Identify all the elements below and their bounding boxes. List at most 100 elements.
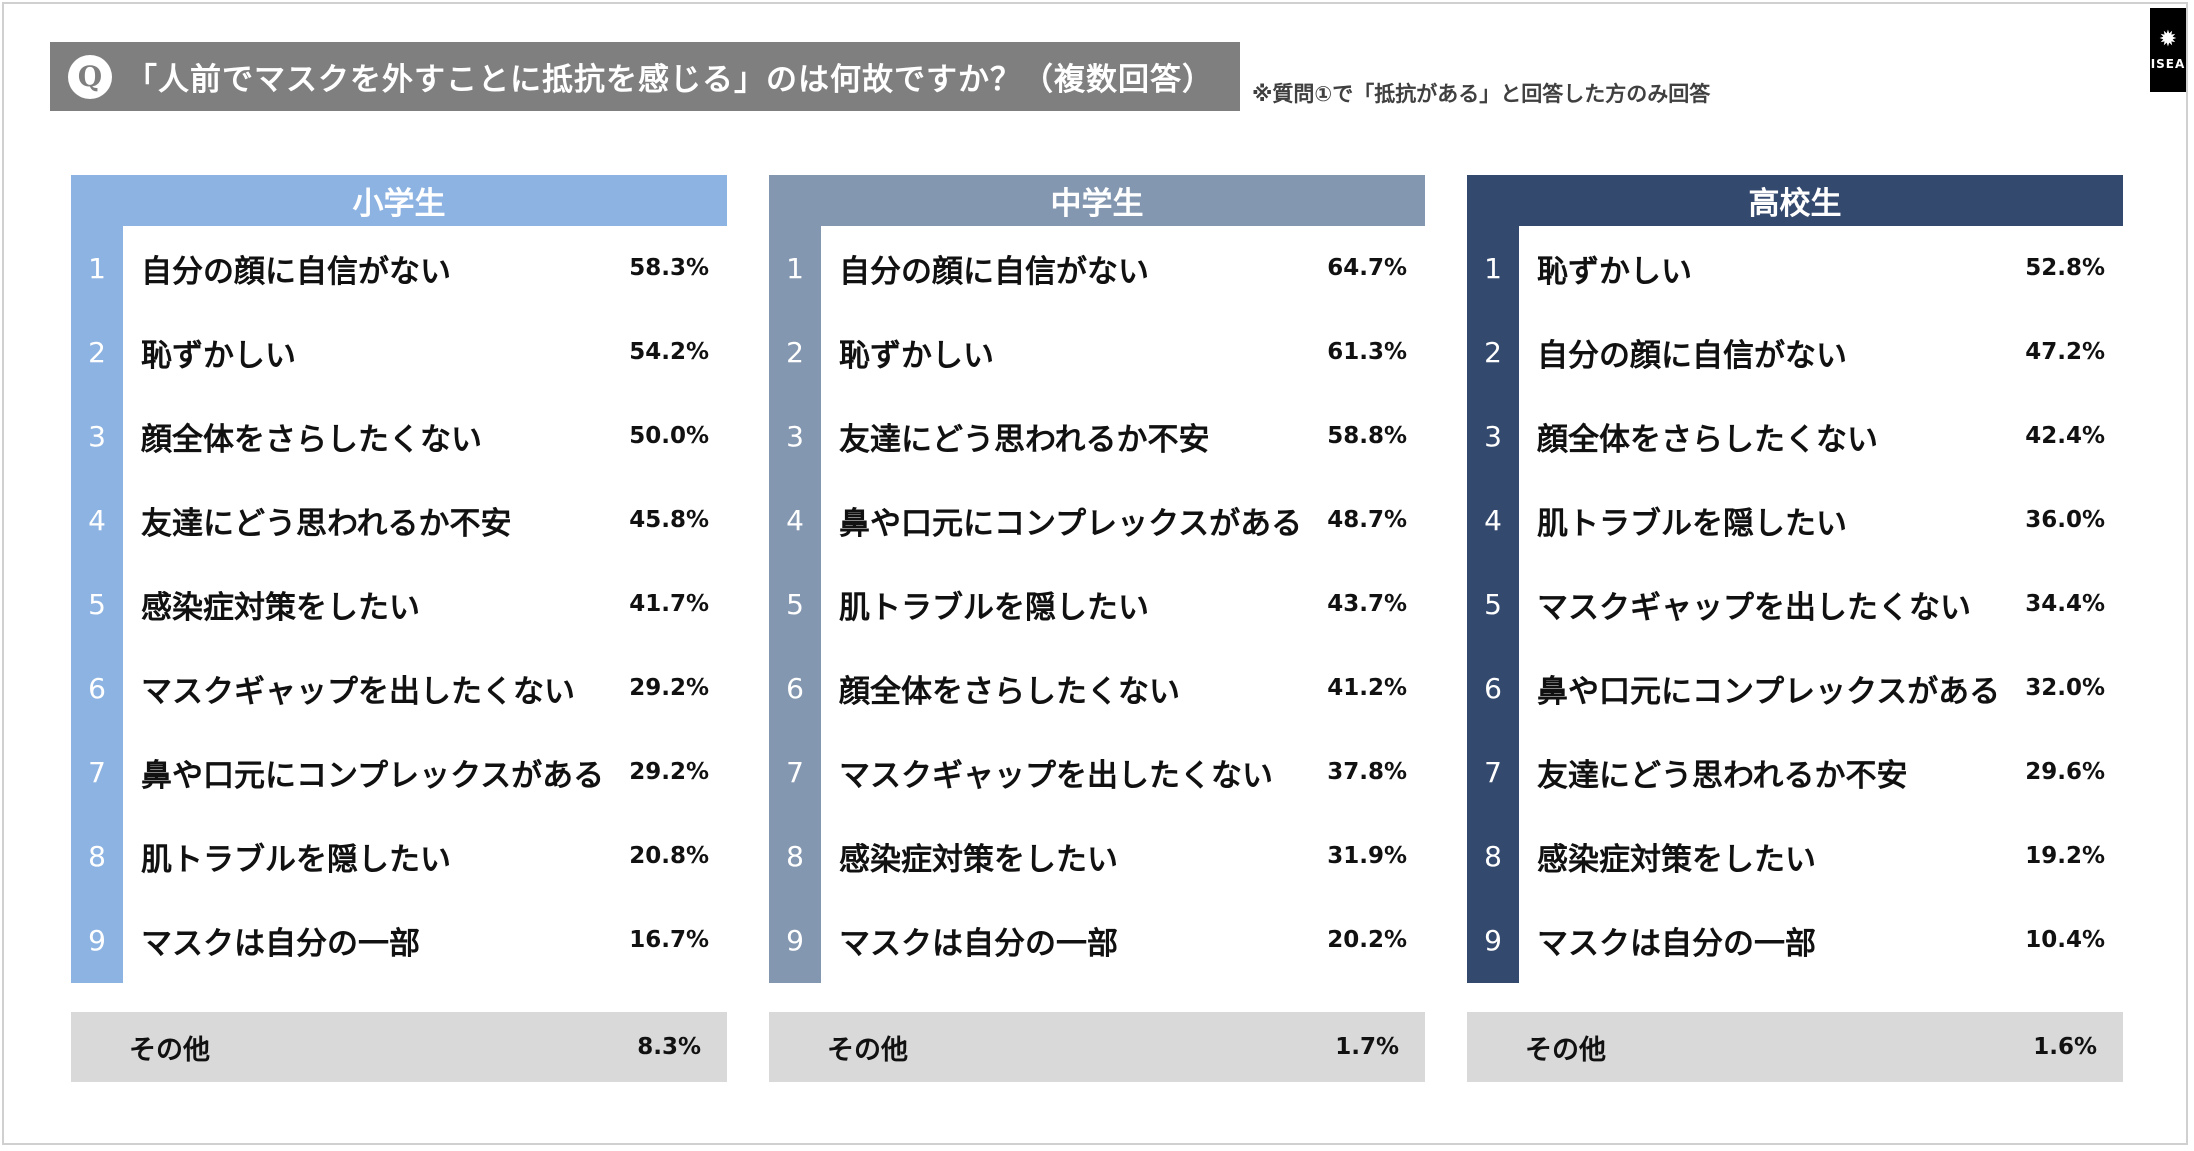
table-row: 4 肌トラブルを隠したい 36.0%	[1467, 478, 2123, 562]
rank-number: 2	[1484, 335, 1502, 369]
reason-label: 自分の顔に自信がない	[141, 253, 451, 290]
table-row: 7 友達にどう思われるか不安 29.6%	[1467, 730, 2123, 814]
percentage-value: 29.6%	[2025, 759, 2105, 785]
panel-header: 高校生	[1467, 175, 2123, 226]
table-row: 2 恥ずかしい 54.2%	[71, 310, 727, 394]
rank-number: 4	[1484, 503, 1502, 537]
table-row: 1 恥ずかしい 52.8%	[1467, 226, 2123, 310]
percentage-value: 20.2%	[1327, 927, 1407, 953]
rank-number: 7	[786, 755, 804, 789]
rank-number: 3	[786, 419, 804, 453]
reason-label: 自分の顔に自信がない	[839, 253, 1149, 290]
percentage-value: 10.4%	[2025, 927, 2105, 953]
rank-number: 9	[786, 923, 804, 957]
table-row: 5 マスクギャップを出したくない 34.4%	[1467, 562, 2123, 646]
rank-number: 5	[1484, 587, 1502, 621]
reason-label: マスクは自分の一部	[141, 925, 420, 962]
other-row: その他 1.6%	[1467, 1012, 2123, 1082]
page-title: 「人前でマスクを外すことに抵抗を感じる」のは何故ですか？（複数回答）	[126, 62, 1214, 98]
other-label: その他	[129, 1034, 210, 1066]
table-row: 2 恥ずかしい 61.3%	[769, 310, 1425, 394]
rank-number: 7	[1484, 755, 1502, 789]
table-row: 6 鼻や口元にコンプレックスがある 32.0%	[1467, 646, 2123, 730]
percentage-value: 61.3%	[1327, 339, 1407, 365]
percentage-value: 42.4%	[2025, 423, 2105, 449]
reason-label: 自分の顔に自信がない	[1537, 337, 1847, 374]
rank-number: 5	[88, 587, 106, 621]
reason-label: マスクは自分の一部	[1537, 925, 1816, 962]
rank-number: 6	[786, 671, 804, 705]
reason-label: 友達にどう思われるか不安	[141, 505, 512, 542]
table-row: 7 鼻や口元にコンプレックスがある 29.2%	[71, 730, 727, 814]
reason-label: マスクは自分の一部	[839, 925, 1118, 962]
other-value: 1.7%	[1335, 1034, 1399, 1060]
rank-number: 2	[786, 335, 804, 369]
title-bar: Q 「人前でマスクを外すことに抵抗を感じる」のは何故ですか？（複数回答）	[50, 42, 1240, 111]
percentage-value: 52.8%	[2025, 255, 2105, 281]
table-row: 4 鼻や口元にコンプレックスがある 48.7%	[769, 478, 1425, 562]
panel-header: 小学生	[71, 175, 727, 226]
other-value: 1.6%	[2033, 1034, 2097, 1060]
rank-number: 4	[786, 503, 804, 537]
table-row: 6 顔全体をさらしたくない 41.2%	[769, 646, 1425, 730]
ranking-rows: 1 自分の顔に自信がない 64.7% 2 恥ずかしい 61.3% 3 友達にどう思われるか不安…	[769, 226, 1425, 983]
reason-label: 肌トラブルを隠したい	[141, 841, 451, 878]
table-row: 1 自分の顔に自信がない 58.3%	[71, 226, 727, 310]
percentage-value: 36.0%	[2025, 507, 2105, 533]
reason-label: 肌トラブルを隠したい	[1537, 505, 1847, 542]
rank-number: 1	[786, 251, 804, 285]
table-row: 1 自分の顔に自信がない 64.7%	[769, 226, 1425, 310]
percentage-value: 50.0%	[629, 423, 709, 449]
percentage-value: 34.4%	[2025, 591, 2105, 617]
flower-logo-icon: ✹	[2158, 27, 2178, 52]
percentage-value: 41.2%	[1327, 675, 1407, 701]
rank-number: 1	[88, 251, 106, 285]
reason-label: 感染症対策をしたい	[839, 841, 1118, 878]
table-row: 5 肌トラブルを隠したい 43.7%	[769, 562, 1425, 646]
reason-label: 友達にどう思われるか不安	[839, 421, 1210, 458]
other-row: その他 8.3%	[71, 1012, 727, 1082]
reason-label: マスクギャップを出したくない	[1537, 589, 1971, 626]
reason-label: 友達にどう思われるか不安	[1537, 757, 1908, 794]
rank-number: 7	[88, 755, 106, 789]
table-row: 4 友達にどう思われるか不安 45.8%	[71, 478, 727, 562]
panel-header: 中学生	[769, 175, 1425, 226]
percentage-value: 64.7%	[1327, 255, 1407, 281]
table-row: 6 マスクギャップを出したくない 29.2%	[71, 646, 727, 730]
percentage-value: 58.8%	[1327, 423, 1407, 449]
logo-text: ISEA	[2150, 57, 2186, 71]
table-row: 3 友達にどう思われるか不安 58.8%	[769, 394, 1425, 478]
reason-label: 鼻や口元にコンプレックスがある	[1537, 673, 2001, 710]
ranking-rows: 1 自分の顔に自信がない 58.3% 2 恥ずかしい 54.2% 3 顔全体をさらしたくない 5…	[71, 226, 727, 983]
reason-label: 恥ずかしい	[141, 337, 296, 374]
table-row: 3 顔全体をさらしたくない 50.0%	[71, 394, 727, 478]
reason-label: 顔全体をさらしたくない	[141, 421, 482, 458]
other-row: その他 1.7%	[769, 1012, 1425, 1082]
percentage-value: 41.7%	[629, 591, 709, 617]
percentage-value: 29.2%	[629, 675, 709, 701]
percentage-value: 54.2%	[629, 339, 709, 365]
respondent-note: ※質問①で「抵抗がある」と回答した方のみ回答	[1252, 82, 1711, 106]
rank-strip	[71, 226, 123, 983]
percentage-value: 43.7%	[1327, 591, 1407, 617]
rank-number: 2	[88, 335, 106, 369]
percentage-value: 47.2%	[2025, 339, 2105, 365]
rank-number: 3	[1484, 419, 1502, 453]
logo: ✹ ISEA	[2150, 8, 2186, 92]
table-row: 8 感染症対策をしたい 31.9%	[769, 814, 1425, 898]
reason-label: マスクギャップを出したくない	[839, 757, 1273, 794]
table-row: 9 マスクは自分の一部 16.7%	[71, 898, 727, 982]
rank-number: 4	[88, 503, 106, 537]
reason-label: 感染症対策をしたい	[1537, 841, 1816, 878]
reason-label: マスクギャップを出したくない	[141, 673, 575, 710]
table-row: 9 マスクは自分の一部 10.4%	[1467, 898, 2123, 982]
ranking-rows: 1 恥ずかしい 52.8% 2 自分の顔に自信がない 47.2% 3 顔全体をさらしたくない 4…	[1467, 226, 2123, 983]
panel-high: 高校生 1 恥ずかしい 52.8% 2 自分の顔に自信がない 47.2% 3 顔全体をさらした…	[1467, 175, 2123, 1082]
percentage-value: 37.8%	[1327, 759, 1407, 785]
rank-number: 1	[1484, 251, 1502, 285]
table-row: 3 顔全体をさらしたくない 42.4%	[1467, 394, 2123, 478]
reason-label: 顔全体をさらしたくない	[839, 673, 1180, 710]
percentage-value: 20.8%	[629, 843, 709, 869]
percentage-value: 48.7%	[1327, 507, 1407, 533]
rank-number: 9	[88, 923, 106, 957]
